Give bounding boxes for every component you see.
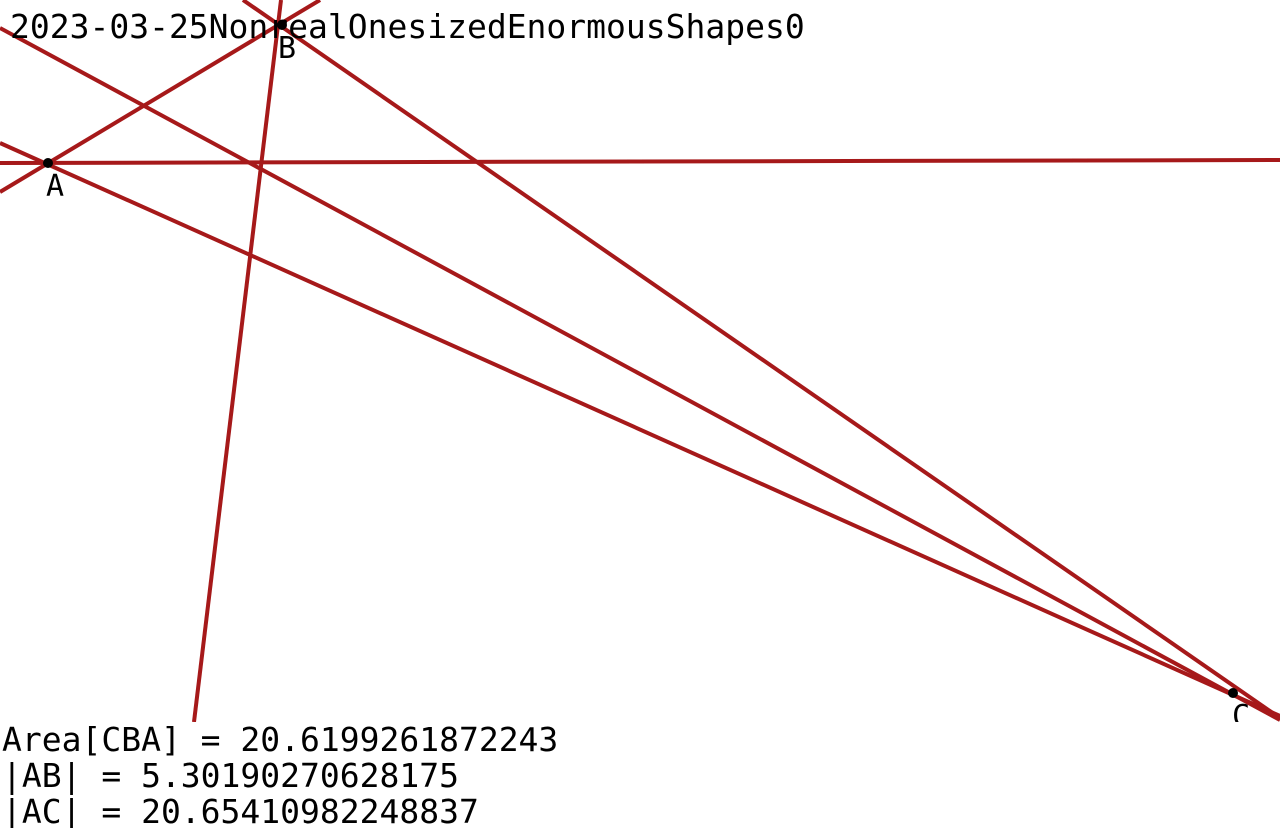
line-AC (0, 141, 1280, 718)
measurement-area: Area[CBA] = 20.6199261872243 (2, 722, 559, 759)
point-label-A: A (46, 169, 64, 204)
point-B[interactable] (277, 20, 287, 30)
line-BC (241, 0, 1280, 720)
measurement-ac: |AC| = 20.65410982248837 (2, 792, 479, 828)
construction-lines (0, 0, 1280, 723)
measurements-panel: Area[CBA] = 20.6199261872243 |AB| = 5.30… (0, 722, 1280, 828)
points (43, 20, 1238, 698)
point-label-B: B (278, 31, 296, 66)
page-title: 2023-03-25NonrealOnesizedEnormousShapes0 (10, 7, 805, 46)
horizontal-line-through-A (0, 158, 1280, 165)
near-vertical-line (192, 0, 283, 723)
measurement-ab: |AB| = 5.30190270628175 (2, 756, 459, 795)
line-through-C-steep (0, 26, 1280, 722)
point-A[interactable] (43, 158, 53, 168)
point-labels: A B C (46, 31, 1250, 734)
line-AB (0, 0, 322, 194)
point-C[interactable] (1228, 688, 1238, 698)
